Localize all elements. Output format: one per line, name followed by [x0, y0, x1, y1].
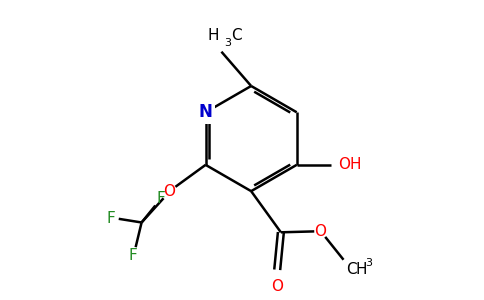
Text: C: C — [231, 28, 242, 44]
Text: H: H — [208, 28, 219, 44]
Text: 3: 3 — [224, 38, 231, 48]
Text: OH: OH — [338, 158, 362, 172]
Text: 3: 3 — [365, 258, 373, 268]
Text: O: O — [314, 224, 326, 239]
Text: O: O — [271, 279, 283, 294]
Text: C: C — [346, 262, 356, 277]
Text: F: F — [106, 211, 115, 226]
Text: H: H — [356, 262, 367, 277]
Text: F: F — [129, 248, 138, 263]
Text: O: O — [163, 184, 175, 199]
Text: N: N — [198, 103, 212, 121]
Text: F: F — [156, 191, 165, 206]
